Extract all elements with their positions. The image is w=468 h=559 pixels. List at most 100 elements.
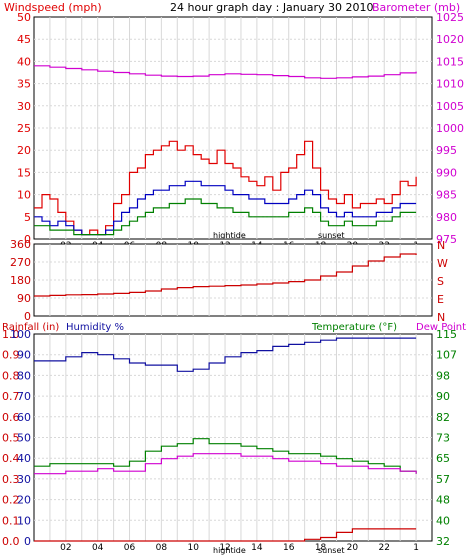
rain-humidity-y-ticks: 0.0 0 0.110 0.220 0.330 0.440 0.550 0.660 0.770 0… [2, 328, 31, 548]
y-tick-label: 73 [436, 432, 450, 445]
dewpoint-line [34, 453, 417, 475]
y-tick-label: 65 [436, 452, 450, 465]
humidity-temperature-series [34, 337, 417, 542]
y-tick-label: 30 [17, 100, 31, 113]
y-tick-label: 57 [436, 473, 450, 486]
humidity-tick-label: 50 [17, 432, 31, 445]
y-tick-label: 98 [436, 369, 450, 382]
y-tick-label: 25 [17, 122, 31, 135]
rainfall-axis-title: Rainfall (in) [2, 322, 59, 333]
barometer-y-ticks: 975 980 985 990 995 1000 1005 1010 1015 1020 1025 [436, 11, 464, 246]
temperature-y-ticks: 32 40 48 57 65 73 82 90 98 107 115 [436, 328, 457, 548]
wind-panel-frame [33, 16, 433, 240]
rainfall-tick-label: 0.0 [2, 535, 20, 548]
humidity-x-ticks: 02 04 06 08 10 12 14 16 18 20 22 1 [60, 543, 419, 553]
direction-panel-frame [33, 243, 433, 317]
y-tick-label: 40 [436, 514, 450, 527]
y-tick-label: 1025 [436, 11, 464, 24]
temperature-line [34, 438, 417, 474]
x-tick-label: 18 [315, 543, 327, 553]
avg-wind-series-line [34, 198, 417, 236]
compass-label: S [437, 275, 444, 288]
y-tick-label: 35 [17, 78, 31, 91]
humidity-tick-label: 60 [17, 411, 31, 424]
y-tick-label: 115 [436, 328, 457, 341]
rainfall-tick-label: 0.6 [2, 411, 20, 424]
y-tick-label: 90 [436, 390, 450, 403]
x-tick-label: 20 [347, 543, 359, 553]
x-tick-label: 10 [187, 543, 199, 553]
y-tick-label: 20 [17, 144, 31, 157]
rainfall-tick-label: 1.0 [2, 328, 20, 341]
y-tick-label: 995 [436, 144, 457, 157]
humidity-tick-label: 100 [10, 328, 31, 341]
x-tick-label: 04 [92, 543, 104, 553]
y-tick-label: 360 [10, 238, 31, 251]
rainfall-tick-label: 0.9 [2, 349, 20, 362]
x-tick-label: 06 [124, 543, 136, 553]
barometer-series-line [34, 65, 417, 79]
rainfall-tick-label: 0.4 [2, 452, 20, 465]
y-tick-label: 82 [436, 411, 450, 424]
y-tick-label: 0 [24, 310, 31, 323]
y-tick-label: 985 [436, 189, 457, 202]
y-tick-label: 50 [17, 11, 31, 24]
compass-label: N [437, 311, 445, 324]
humidity-tick-label: 80 [17, 369, 31, 382]
event-hightide: hightide [213, 231, 246, 240]
wind-series [34, 65, 417, 236]
rainfall-line [34, 528, 417, 542]
y-tick-label: 10 [17, 189, 31, 202]
wind-direction-line [34, 253, 417, 297]
humidity-axis-title: Humidity % [66, 322, 124, 333]
humidity-tick-label: 70 [17, 390, 31, 403]
y-tick-label: 15 [17, 166, 31, 179]
x-tick-label: 12 [219, 543, 230, 553]
wind-series-line [34, 140, 417, 236]
windspeed-axis-title: Windspeed (mph) [4, 1, 102, 14]
y-tick-label: 1005 [436, 100, 464, 113]
x-tick-label: 22 [379, 543, 390, 553]
wind-grid [34, 17, 432, 239]
humidity-panel-frame [33, 333, 433, 542]
compass-label: W [437, 257, 448, 270]
y-tick-label: 1015 [436, 55, 464, 68]
y-tick-label: 32 [436, 535, 450, 548]
dewpoint-axis-title: Dew Point [416, 322, 466, 333]
rainfall-tick-label: 0.3 [2, 473, 20, 486]
y-tick-label: 980 [436, 211, 457, 224]
humidity-tick-label: 0 [24, 535, 31, 548]
barometer-axis-title: Barometer (mb) [372, 1, 460, 14]
humidity-grid [34, 334, 432, 541]
humidity-tick-label: 40 [17, 452, 31, 465]
wind-y-ticks: 0 5 10 15 20 25 30 35 40 45 50 [17, 11, 31, 246]
direction-grid [34, 244, 432, 316]
rainfall-tick-label: 0.7 [2, 390, 20, 403]
y-tick-label: 975 [436, 233, 457, 246]
x-tick-label: 08 [156, 543, 168, 553]
rainfall-tick-label: 0.2 [2, 494, 20, 507]
y-tick-label: 45 [17, 33, 31, 46]
graph-title: 24 hour graph day : January 30 2010 [170, 1, 374, 14]
rainfall-tick-label: 0.1 [2, 514, 20, 527]
rainfall-tick-label: 0.8 [2, 369, 20, 382]
y-tick-label: 48 [436, 494, 450, 507]
humidity-tick-label: 90 [17, 349, 31, 362]
y-tick-label: 0 [24, 233, 31, 246]
compass-label: N [437, 239, 445, 252]
y-tick-label: 270 [10, 256, 31, 269]
humidity-tick-label: 30 [17, 473, 31, 486]
temperature-axis-title: Temperature (°F) [311, 322, 397, 333]
y-tick-label: 1020 [436, 33, 464, 46]
direction-series [34, 253, 417, 297]
humidity-tick-label: 20 [17, 494, 31, 507]
y-tick-label: 1000 [436, 122, 464, 135]
compass-label: E [437, 293, 444, 306]
y-tick-label: 990 [436, 166, 457, 179]
event-sunset-bottom: sunset [318, 546, 345, 555]
y-tick-label: 1010 [436, 78, 464, 91]
x-tick-label: 1 [413, 543, 419, 553]
y-tick-label: 107 [436, 349, 457, 362]
